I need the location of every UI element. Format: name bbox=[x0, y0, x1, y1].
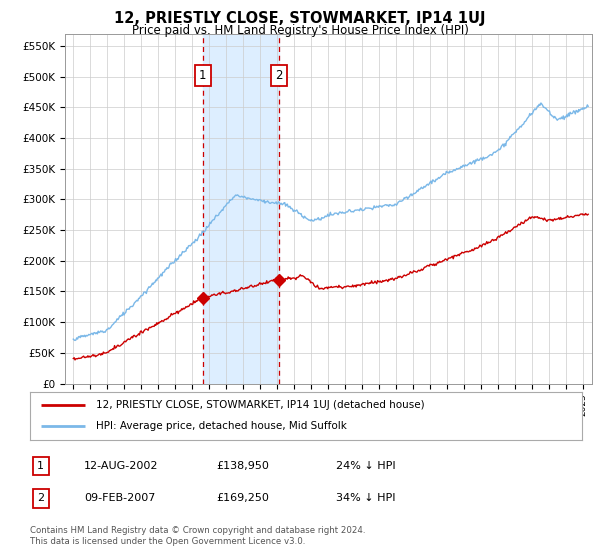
Text: 12, PRIESTLY CLOSE, STOWMARKET, IP14 1UJ: 12, PRIESTLY CLOSE, STOWMARKET, IP14 1UJ bbox=[114, 11, 486, 26]
Text: 2: 2 bbox=[37, 493, 44, 503]
Text: 1: 1 bbox=[37, 461, 44, 471]
Text: 34% ↓ HPI: 34% ↓ HPI bbox=[336, 493, 395, 503]
Text: 12-AUG-2002: 12-AUG-2002 bbox=[84, 461, 158, 471]
Text: 09-FEB-2007: 09-FEB-2007 bbox=[84, 493, 155, 503]
Text: 2: 2 bbox=[275, 69, 283, 82]
Text: Price paid vs. HM Land Registry's House Price Index (HPI): Price paid vs. HM Land Registry's House … bbox=[131, 24, 469, 36]
Text: 1: 1 bbox=[199, 69, 206, 82]
Text: Contains HM Land Registry data © Crown copyright and database right 2024.
This d: Contains HM Land Registry data © Crown c… bbox=[30, 526, 365, 546]
Text: £169,250: £169,250 bbox=[216, 493, 269, 503]
Bar bbox=[203, 34, 279, 384]
Text: 24% ↓ HPI: 24% ↓ HPI bbox=[336, 461, 395, 471]
Text: £138,950: £138,950 bbox=[216, 461, 269, 471]
Text: 12, PRIESTLY CLOSE, STOWMARKET, IP14 1UJ (detached house): 12, PRIESTLY CLOSE, STOWMARKET, IP14 1UJ… bbox=[96, 400, 425, 410]
Text: HPI: Average price, detached house, Mid Suffolk: HPI: Average price, detached house, Mid … bbox=[96, 421, 347, 431]
